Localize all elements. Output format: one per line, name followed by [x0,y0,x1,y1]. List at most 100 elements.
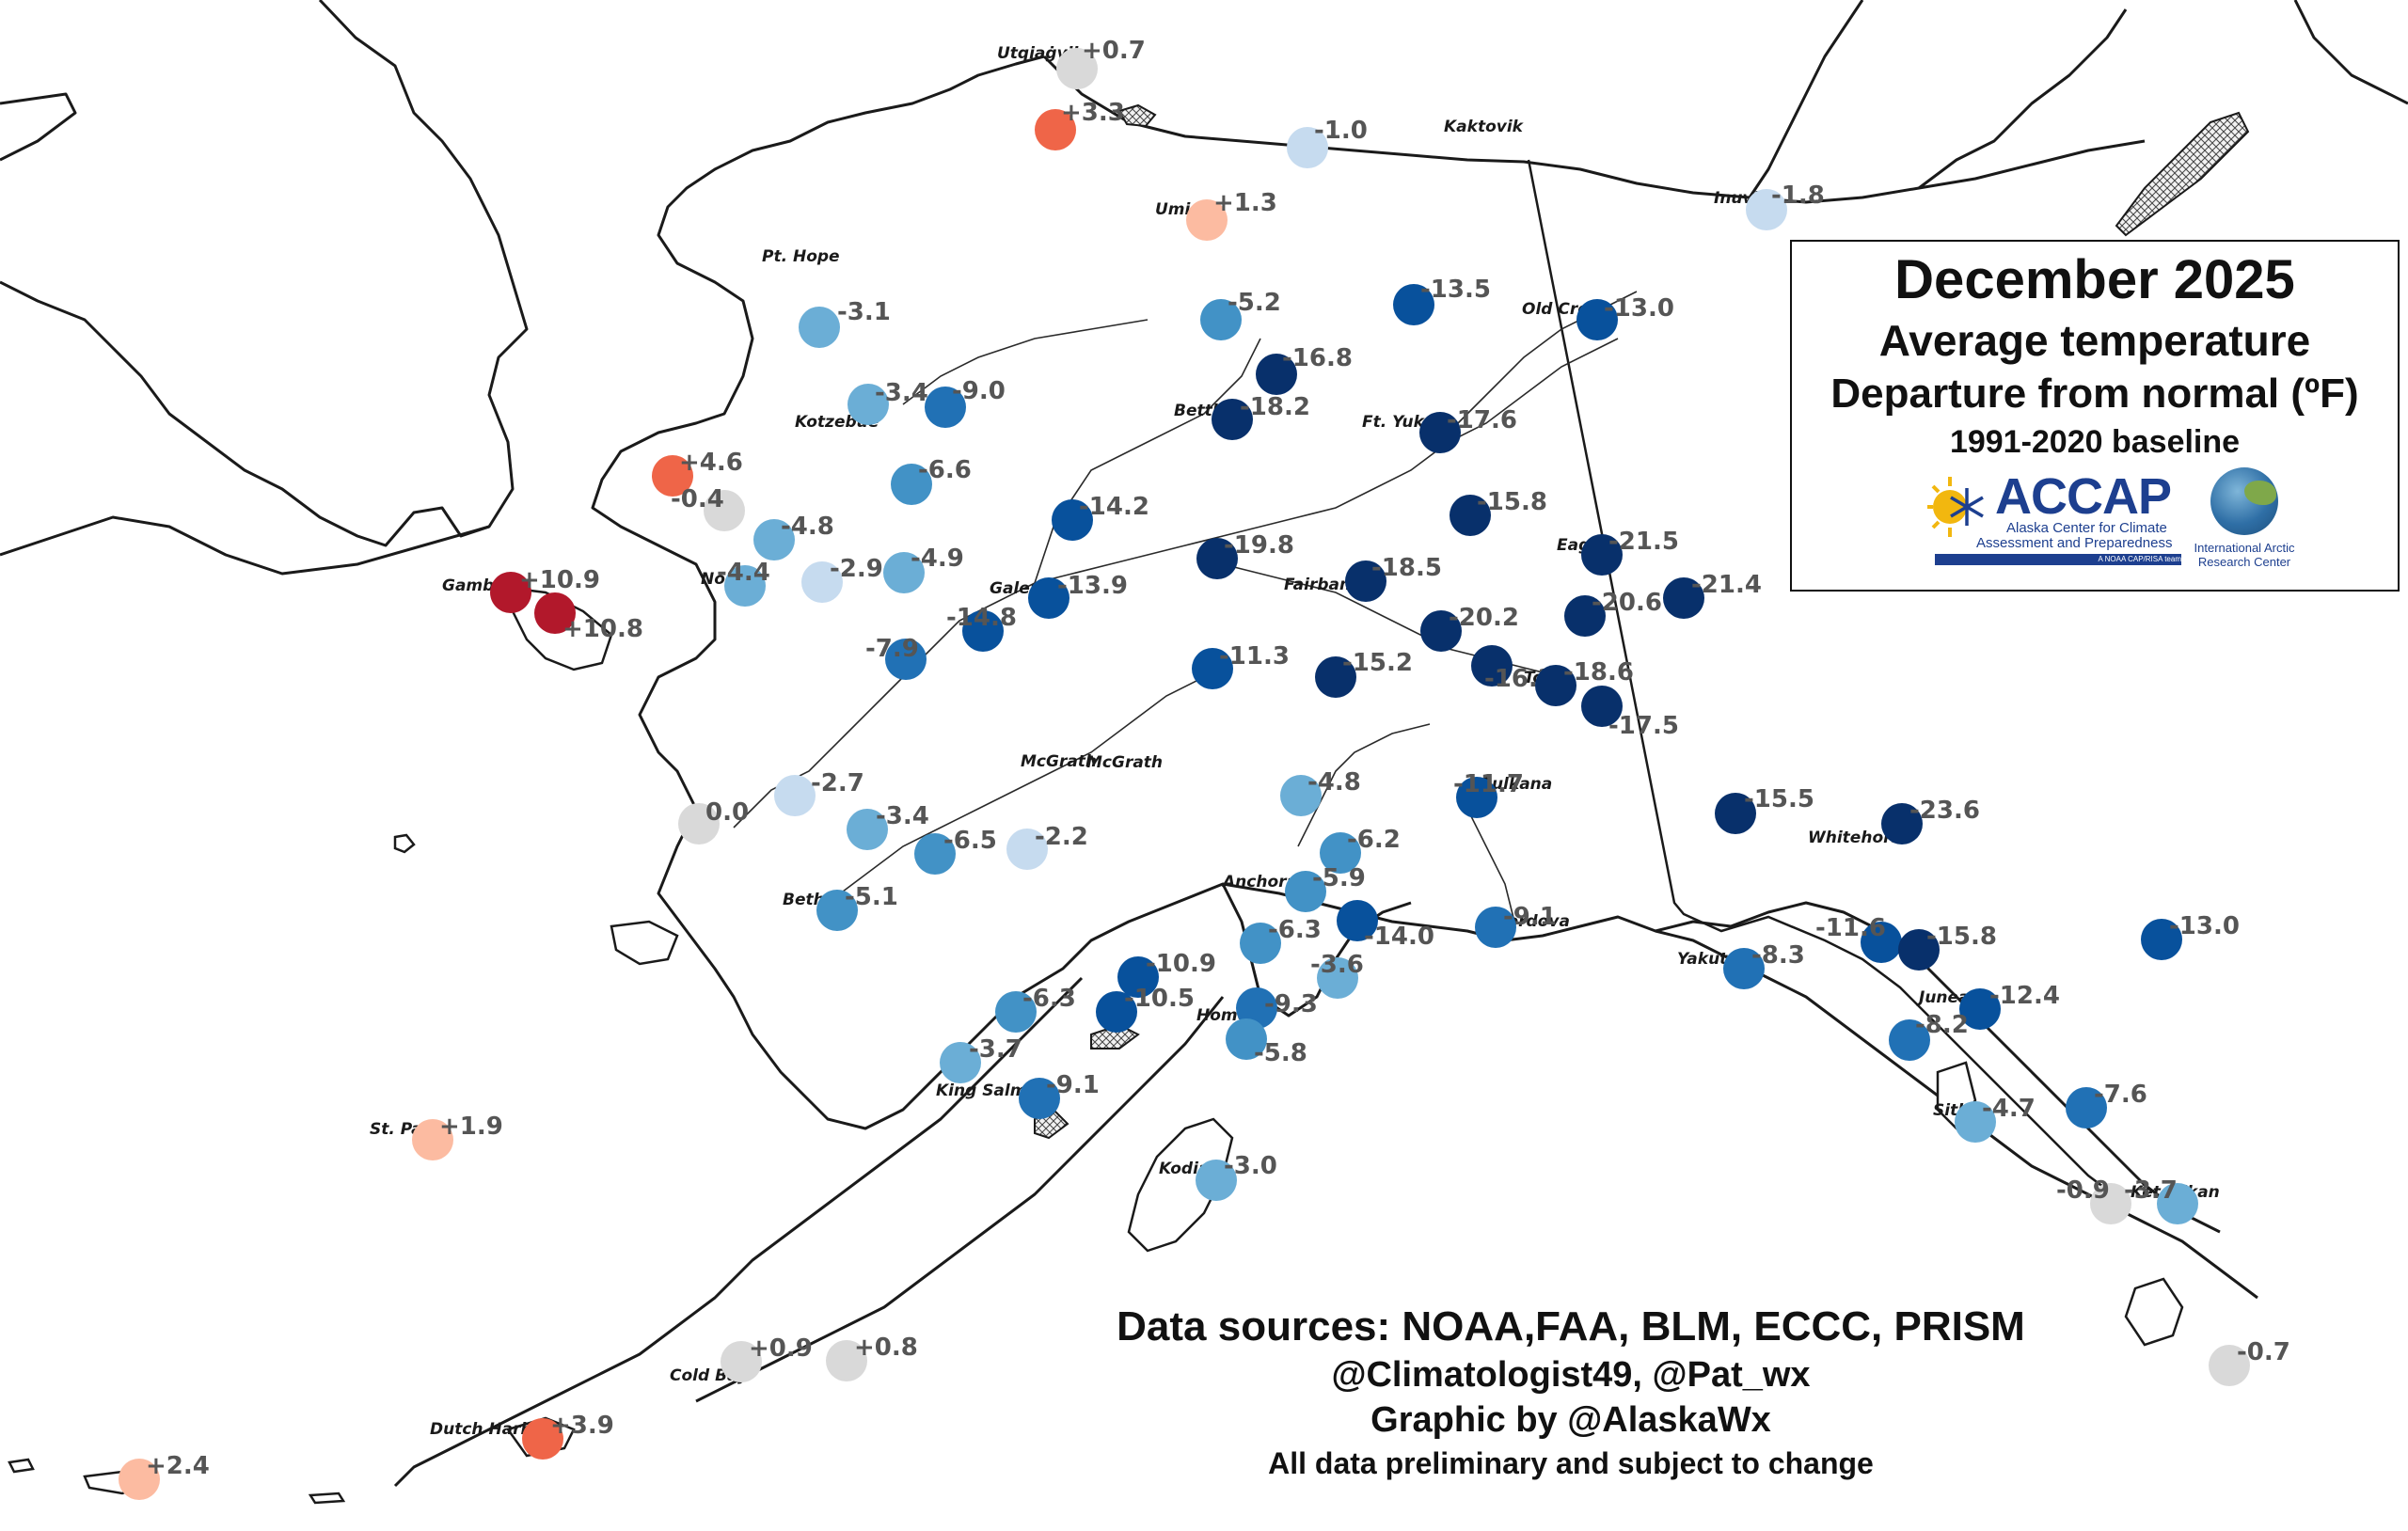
station-value: -6.3 [1022,985,1076,1013]
station-value: +4.6 [679,449,743,477]
station-marker: -4.9 [883,545,964,593]
station-dot [995,991,1037,1033]
station-dot [522,1418,563,1460]
station-value: -16.8 [1282,344,1353,372]
map-title: December 2025 [1894,249,2295,310]
st-paul-island [393,833,416,854]
station-value: -18.2 [1240,393,1310,421]
station-dot [847,809,888,850]
station-marker: -3.4 [848,379,928,425]
station-marker: -1.8 [1746,182,1825,230]
station-value: +2.4 [146,1452,210,1480]
station-value: -5.1 [845,883,898,911]
station-value: -23.6 [1909,797,1980,825]
station-dot [704,490,745,531]
station-dot [1456,777,1497,818]
alaska-peninsula-south [695,996,1225,1403]
graphic-credit: Graphic by @AlaskaWx [1370,1400,1771,1440]
station-marker: -17.5 [1581,686,1679,740]
station-dot [1337,900,1378,941]
station-marker: -0.9 [2056,1176,2131,1224]
alaska-peninsula [393,976,1084,1488]
station-dot [1320,832,1361,874]
station-marker: +1.9 [412,1113,503,1160]
station-dot [724,565,766,607]
station-marker: -12.4 [1959,982,2060,1030]
station-value: -6.3 [1268,916,1322,944]
station-marker: +0.7 [1056,37,1146,89]
station-value: -5.2 [1228,289,1281,317]
station-dot [774,775,816,816]
station-dot [1256,354,1297,395]
station-dot [2090,1183,2131,1224]
station-marker: -14.2 [1052,493,1149,541]
station-value: +1.9 [439,1113,503,1141]
aleutian-island-2 [8,1458,35,1474]
station-dot [1200,299,1242,340]
station-dot [848,384,889,425]
station-dot [1715,793,1756,834]
station-dot [753,519,795,560]
station-dot [1450,495,1491,536]
place-label: McGrath [1021,752,1097,771]
station-dot [816,890,858,931]
accap-wordmark: ACCAP [1995,468,2172,525]
station-marker: -7.9 [865,635,927,680]
station-value: -18.5 [1371,554,1442,582]
station-dot [1663,577,1704,619]
station-value: -19.8 [1224,531,1294,560]
station-dot [412,1119,453,1160]
place-label: Kaktovik [1444,118,1525,136]
station-dot [1186,199,1228,241]
station-marker: -16.8 [1256,344,1353,395]
station-marker: -3.4 [847,802,929,850]
station-marker: -9.1 [1475,903,1557,948]
station-marker: -2.9 [801,555,883,603]
station-marker: -21.4 [1663,571,1762,619]
station-value: 0.0 [705,798,749,827]
station-value: -10.9 [1146,950,1216,978]
station-dot [2141,919,2182,960]
station-dot [1226,1018,1267,1060]
station-dot [1746,189,1787,230]
station-dot [1287,127,1328,168]
station-marker: +4.6 [652,449,743,497]
iarc-line-2: Research Center [2197,555,2291,569]
station-marker: -4.8 [1280,768,1361,816]
station-dot [1723,948,1765,989]
station-markers: +0.7 +3.3 -1.0 -1.8 +1.3 -3.1 -5.2 -13.5 -13.0 -1… [119,37,2290,1500]
canada-coast [1748,0,1864,198]
station-value: -12.4 [1989,982,2060,1010]
station-marker: -13.0 [1576,294,1674,340]
station-dot [1212,399,1253,440]
station-marker: -15.8 [1450,488,1547,536]
station-dot [2066,1087,2107,1129]
station-value: -5.8 [1254,1039,1307,1067]
station-value: -9.1 [1503,903,1557,931]
station-dot [678,803,720,844]
station-dot [1056,48,1098,89]
station-dot [1117,956,1159,998]
station-dot [1861,922,1902,963]
station-marker: -21.5 [1581,528,1679,576]
globe-icon [2210,467,2278,535]
station-value: -14.0 [1364,923,1434,951]
yukon-river [733,338,1619,829]
station-marker: -6.3 [1240,916,1322,964]
station-dot [801,561,843,603]
station-dot [1898,929,1940,971]
station-dot [1196,1160,1237,1201]
station-dot [1881,803,1923,844]
iarc-text: International Arctic Research Center [2192,541,2297,569]
station-dot [891,464,932,505]
canada-east-coast [2293,0,2408,105]
logo-row: ACCAP Alaska Center for Climate Assessme… [1792,464,2398,576]
station-dot [2157,1183,2198,1224]
station-marker: -5.1 [816,883,898,931]
teshekpuk-lake [1117,103,1157,128]
station-value: -20.6 [1592,589,1662,617]
station-dot [1196,538,1238,579]
station-dot [914,833,956,875]
station-value: -3.4 [876,802,929,830]
station-dot [1581,686,1623,727]
